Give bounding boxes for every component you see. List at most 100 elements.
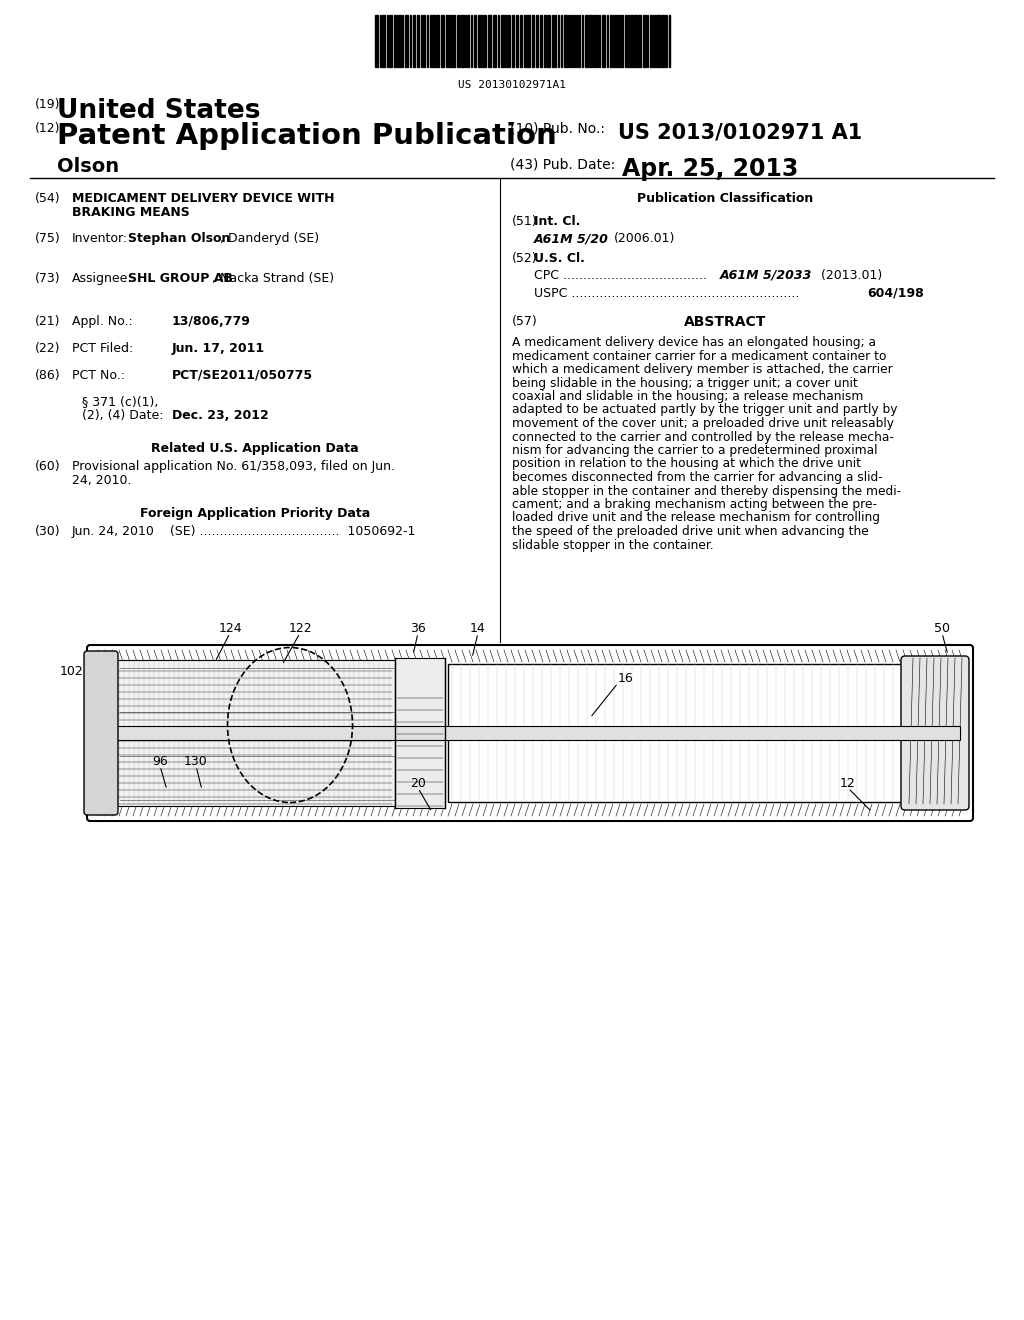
Bar: [467, 15, 469, 67]
Text: being slidable in the housing; a trigger unit; a cover unit: being slidable in the housing; a trigger…: [512, 376, 858, 389]
Text: US 20130102971A1: US 20130102971A1: [458, 81, 566, 90]
Bar: [436, 15, 439, 67]
Text: ABSTRACT: ABSTRACT: [684, 315, 766, 329]
Text: Patent Application Publication: Patent Application Publication: [57, 121, 557, 150]
Text: Stephan Olson: Stephan Olson: [128, 232, 230, 246]
Text: which a medicament delivery member is attached, the carrier: which a medicament delivery member is at…: [512, 363, 893, 376]
Text: (86): (86): [35, 370, 60, 381]
Bar: [417, 15, 419, 67]
Text: (75): (75): [35, 232, 60, 246]
Text: Foreign Application Priority Data: Foreign Application Priority Data: [140, 507, 370, 520]
Bar: [423, 15, 425, 67]
Bar: [532, 15, 534, 67]
Text: nism for advancing the carrier to a predetermined proximal: nism for advancing the carrier to a pred…: [512, 444, 878, 457]
Text: position in relation to the housing at which the drive unit: position in relation to the housing at w…: [512, 458, 861, 470]
Bar: [493, 15, 496, 67]
Text: Appl. No.:: Appl. No.:: [72, 315, 133, 327]
Text: United States: United States: [57, 98, 260, 124]
Text: (30): (30): [35, 525, 60, 539]
Text: (21): (21): [35, 315, 60, 327]
Text: PCT No.:: PCT No.:: [72, 370, 125, 381]
Bar: [461, 15, 464, 67]
Text: Olson: Olson: [57, 157, 119, 176]
Text: BRAKING MEANS: BRAKING MEANS: [72, 206, 189, 219]
Bar: [382, 15, 385, 67]
Bar: [413, 15, 415, 67]
Text: A61M 5/20: A61M 5/20: [534, 232, 609, 246]
Text: Dec. 23, 2012: Dec. 23, 2012: [172, 409, 268, 422]
Text: (60): (60): [35, 459, 60, 473]
Text: (2), (4) Date:: (2), (4) Date:: [82, 409, 164, 422]
Text: 130: 130: [184, 755, 208, 768]
Bar: [389, 15, 392, 67]
Text: able stopper in the container and thereby dispensing the medi-: able stopper in the container and thereb…: [512, 484, 901, 498]
Text: Apr. 25, 2013: Apr. 25, 2013: [622, 157, 799, 181]
Bar: [630, 15, 633, 67]
Text: medicament container carrier for a medicament container to: medicament container carrier for a medic…: [512, 350, 887, 363]
Text: (2013.01): (2013.01): [817, 269, 883, 282]
Bar: [452, 15, 455, 67]
Text: Jun. 24, 2010    (SE) ...................................  1050692-1: Jun. 24, 2010 (SE) .....................…: [72, 525, 417, 539]
Bar: [478, 15, 480, 67]
FancyBboxPatch shape: [901, 656, 969, 810]
Text: connected to the carrier and controlled by the release mecha-: connected to the carrier and controlled …: [512, 430, 894, 444]
Bar: [484, 15, 486, 67]
Bar: [662, 15, 664, 67]
Text: movement of the cover unit; a preloaded drive unit releasably: movement of the cover unit; a preloaded …: [512, 417, 894, 430]
Bar: [650, 15, 653, 67]
Text: becomes disconnected from the carrier for advancing a slid-: becomes disconnected from the carrier fo…: [512, 471, 883, 484]
Bar: [617, 15, 620, 67]
Bar: [100, 726, 961, 741]
Bar: [520, 15, 522, 67]
Text: (52): (52): [512, 252, 538, 265]
Text: 36: 36: [411, 622, 426, 635]
Bar: [488, 15, 490, 67]
Text: the speed of the preloaded drive unit when advancing the: the speed of the preloaded drive unit wh…: [512, 525, 868, 539]
Text: (2006.01): (2006.01): [614, 232, 676, 246]
Bar: [564, 15, 567, 67]
Text: 102: 102: [59, 665, 83, 678]
Text: SHL GROUP AB: SHL GROUP AB: [128, 272, 232, 285]
Bar: [634, 15, 637, 67]
Bar: [540, 15, 542, 67]
Text: U.S. Cl.: U.S. Cl.: [534, 252, 585, 265]
Text: (10) Pub. No.:: (10) Pub. No.:: [510, 121, 605, 136]
Text: MEDICAMENT DELIVERY DEVICE WITH: MEDICAMENT DELIVERY DEVICE WITH: [72, 191, 335, 205]
Bar: [508, 15, 510, 67]
Text: coaxial and slidable in the housing; a release mechanism: coaxial and slidable in the housing; a r…: [512, 389, 863, 403]
Text: US 2013/0102971 A1: US 2013/0102971 A1: [618, 121, 862, 143]
Bar: [449, 664, 905, 803]
Text: Publication Classification: Publication Classification: [637, 191, 813, 205]
Text: 16: 16: [618, 672, 634, 685]
Text: 604/198: 604/198: [867, 286, 924, 300]
Text: slidable stopper in the container.: slidable stopper in the container.: [512, 539, 714, 552]
Bar: [589, 15, 592, 67]
Text: A medicament delivery device has an elongated housing; a: A medicament delivery device has an elon…: [512, 337, 876, 348]
Text: (19): (19): [35, 98, 60, 111]
Text: (73): (73): [35, 272, 60, 285]
Bar: [552, 15, 554, 67]
Bar: [621, 15, 623, 67]
Text: adapted to be actuated partly by the trigger unit and partly by: adapted to be actuated partly by the tri…: [512, 404, 897, 417]
Text: (57): (57): [512, 315, 538, 327]
Text: 122: 122: [288, 622, 312, 635]
Bar: [524, 15, 526, 67]
Bar: [614, 15, 616, 67]
Bar: [100, 660, 395, 807]
Text: PCT Filed:: PCT Filed:: [72, 342, 133, 355]
Bar: [398, 15, 401, 67]
Text: 13/806,779: 13/806,779: [172, 315, 251, 327]
Text: 20: 20: [410, 777, 426, 789]
Text: USPC .........................................................: USPC ...................................…: [534, 286, 800, 300]
Text: 14: 14: [470, 622, 485, 635]
Bar: [516, 15, 518, 67]
Bar: [643, 15, 646, 67]
Text: , Nacka Strand (SE): , Nacka Strand (SE): [212, 272, 334, 285]
Bar: [657, 15, 660, 67]
Bar: [627, 15, 629, 67]
Text: (54): (54): [35, 191, 60, 205]
Bar: [602, 15, 605, 67]
Bar: [406, 15, 408, 67]
Bar: [505, 15, 507, 67]
Text: loaded drive unit and the release mechanism for controlling: loaded drive unit and the release mechan…: [512, 511, 880, 524]
